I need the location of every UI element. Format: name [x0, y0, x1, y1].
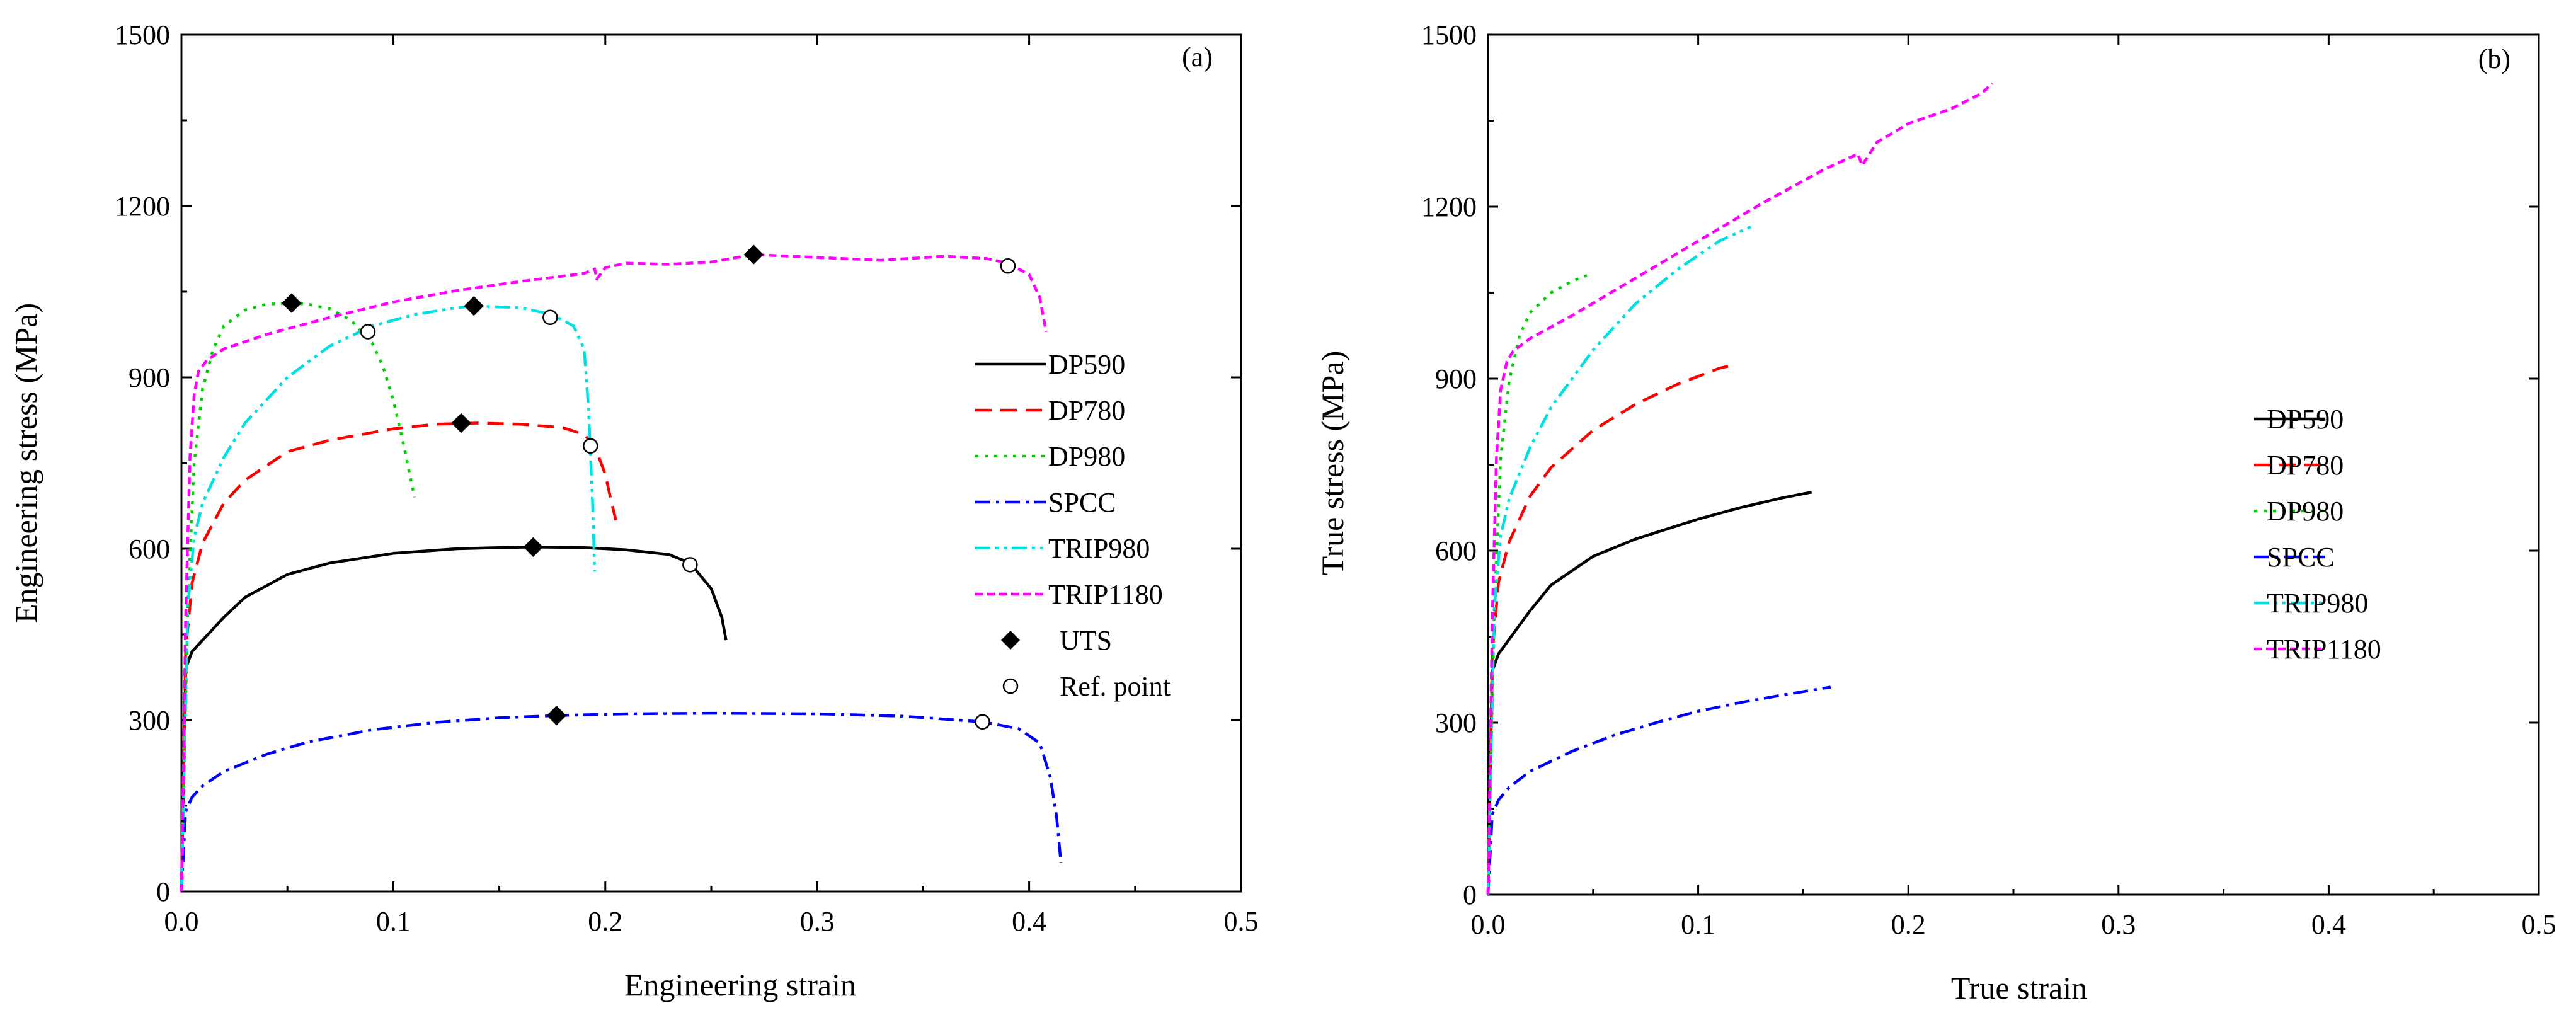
- series-line-dp980: [180, 301, 416, 892]
- uts-marker: [451, 413, 471, 433]
- series-line-dp780: [180, 421, 617, 892]
- legend: DP590 DP780 DP980 SPCC TRIP980 TRIP1180 UTS Ref…: [975, 349, 1171, 702]
- plot-frame: [1487, 33, 2540, 896]
- y-tick-label: 1500: [1421, 20, 1477, 50]
- x-tick-label: 0.0: [1471, 909, 1506, 940]
- series-line-spcc: [1486, 685, 1831, 895]
- ref-point-marker: [682, 557, 698, 573]
- legend-label: TRIP980: [1048, 533, 1150, 564]
- y-tick-label: 300: [129, 705, 170, 736]
- x-tick-label: 0.2: [1891, 909, 1926, 940]
- legend-label: DP590: [1048, 349, 1125, 380]
- legend-label: DP980: [1048, 441, 1125, 472]
- ref-point-marker: [975, 714, 990, 730]
- y-tick-label: 900: [1435, 364, 1477, 394]
- legend-label: TRIP1180: [1048, 579, 1163, 610]
- y-tick-label: 1200: [115, 191, 170, 222]
- chart-panel-b: 0.0 0.1 0.2 0.3 0.4 0.5 0 300 600 900 1200 1500 True…: [1315, 20, 2556, 1006]
- uts-marker: [464, 295, 484, 316]
- x-axis-title: Engineering strain: [624, 967, 856, 1002]
- x-tick-label: 0.3: [2101, 909, 2136, 940]
- uts-marker: [546, 706, 567, 726]
- series-line-trip980: [1486, 225, 1751, 895]
- y-tick-label: 1200: [1421, 192, 1477, 222]
- ref-point-marker: [1000, 258, 1016, 274]
- x-tick-label: 0.4: [2311, 909, 2346, 940]
- panel-label: (a): [1182, 42, 1213, 72]
- series-line-dp780: [1486, 363, 1737, 895]
- legend-label: TRIP1180: [2267, 634, 2381, 665]
- legend-uts-symbol: [1001, 631, 1020, 650]
- ref-point-marker: [360, 324, 376, 340]
- legend-label: SPCC: [2267, 542, 2335, 573]
- y-axis-title: True stress (MPa): [1315, 351, 1350, 576]
- x-tick-label: 0.1: [1681, 909, 1715, 940]
- y-tick-label: 1500: [115, 20, 170, 50]
- legend-label: UTS: [1060, 625, 1112, 656]
- legend-label: SPCC: [1048, 487, 1116, 518]
- series-line-dp590: [180, 546, 728, 892]
- x-tick-label: 0.4: [1012, 906, 1046, 937]
- ref-point-marker: [583, 438, 598, 454]
- ref-point-marker: [542, 309, 558, 326]
- x-tick-label: 0.5: [2522, 909, 2556, 940]
- x-tick-label: 0.1: [376, 906, 411, 937]
- legend-label: DP780: [1048, 395, 1125, 426]
- series-line-trip1180: [180, 253, 1048, 892]
- y-tick-label: 900: [129, 362, 170, 393]
- y-tick-label: 0: [1463, 880, 1477, 910]
- series-line-trip1180: [1486, 82, 1994, 895]
- legend-ref-point-symbol: [1002, 678, 1019, 694]
- legend: DP590 DP780 DP980 SPCC TRIP980 TRIP1180: [2254, 404, 2381, 665]
- y-tick-label: 600: [1435, 536, 1477, 566]
- legend-label: TRIP980: [2267, 588, 2368, 619]
- y-tick-label: 0: [156, 876, 170, 907]
- x-tick-label: 0.0: [164, 906, 199, 937]
- x-tick-label: 0.3: [800, 906, 835, 937]
- series-line-dp980: [1486, 274, 1588, 895]
- legend-label: DP590: [2267, 404, 2344, 435]
- series-line-spcc: [180, 711, 1063, 892]
- legend-label: DP780: [2267, 450, 2344, 481]
- series-line-trip980: [180, 304, 597, 892]
- series-line-dp590: [1486, 490, 1812, 895]
- uts-marker: [282, 293, 302, 313]
- x-tick-label: 0.2: [588, 906, 622, 937]
- uts-marker: [523, 537, 544, 557]
- y-tick-label: 600: [129, 534, 170, 564]
- panel-label: (b): [2478, 43, 2510, 74]
- uts-marker: [743, 244, 764, 265]
- y-tick-label: 300: [1435, 708, 1477, 738]
- chart-panel-a: 0.0 0.1 0.2 0.3 0.4 0.5 0 300 600 900 1200 1500 Engi…: [8, 20, 1259, 1002]
- y-axis-title: Engineering stress (MPa): [8, 303, 43, 623]
- x-axis-title: True strain: [1951, 970, 2087, 1006]
- legend-label: DP980: [2267, 496, 2344, 527]
- legend-label: Ref. point: [1060, 671, 1171, 702]
- x-tick-label: 0.5: [1224, 906, 1259, 937]
